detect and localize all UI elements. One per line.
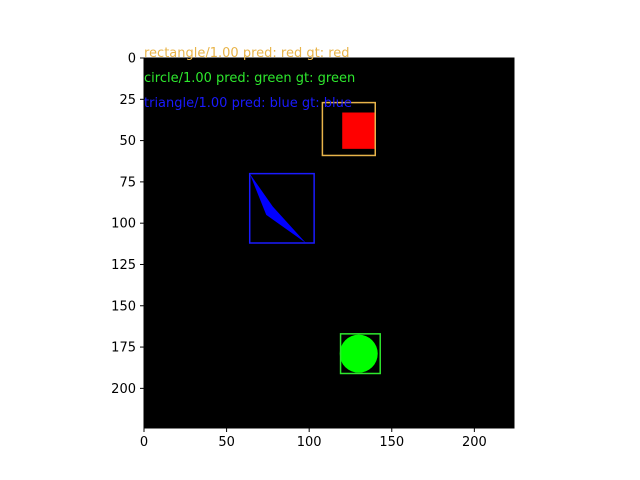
x-tick-label: 0 [140, 435, 148, 450]
rectangle-shape [342, 112, 376, 149]
shapes-layer [249, 112, 378, 373]
y-tick-label: 200 [111, 382, 136, 397]
bounding-boxes-layer [248, 101, 381, 375]
y-tick-label: 0 [128, 52, 136, 67]
x-tick-label: 100 [297, 435, 322, 450]
x-tick-label: 200 [462, 435, 487, 450]
annotation-label: circle/1.00 pred: green gt: green [144, 71, 355, 86]
circle-shape [339, 334, 378, 373]
y-tick-label: 75 [119, 175, 136, 190]
x-axis-ticks: 0 50 100 150 200 [140, 428, 487, 450]
y-tick-label: 125 [111, 258, 136, 273]
x-tick-label: 50 [218, 435, 235, 450]
image-axes [143, 57, 515, 429]
axes-frame [143, 57, 515, 429]
y-axis-ticks: 0 25 50 75 100 125 150 175 200 [111, 52, 144, 397]
annotation-label: triangle/1.00 pred: blue gt: blue [144, 96, 352, 111]
y-tick-label: 175 [111, 341, 136, 356]
rectangle-bounding-box [321, 101, 376, 157]
annotation-label: rectangle/1.00 pred: red gt: red [144, 46, 350, 61]
y-tick-label: 150 [111, 299, 136, 314]
y-tick-label: 25 [119, 93, 136, 108]
y-tick-label: 50 [119, 134, 136, 149]
annotations-layer: rectangle/1.00 pred: red gt: red circle/1… [144, 46, 355, 111]
x-tick-label: 150 [379, 435, 404, 450]
circle-bounding-box [339, 333, 381, 375]
image-background [144, 58, 514, 428]
y-tick-label: 100 [111, 217, 136, 232]
triangle-bounding-box [248, 172, 315, 244]
